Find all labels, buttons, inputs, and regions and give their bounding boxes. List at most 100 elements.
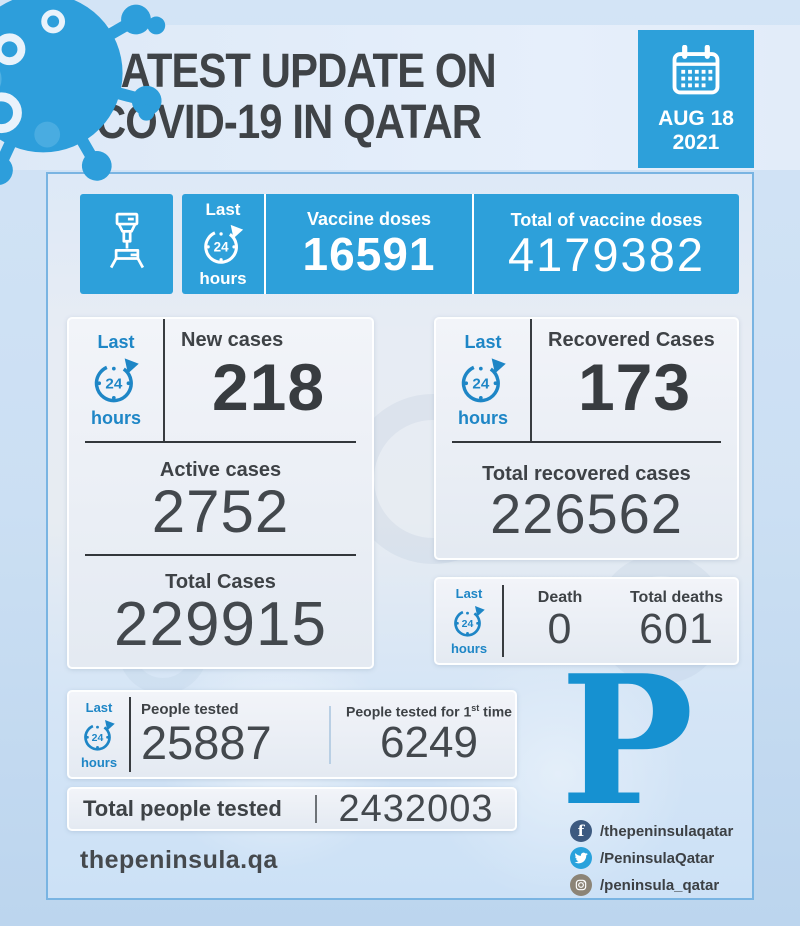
- divider: [472, 194, 474, 294]
- recovered-cases-value: 173: [577, 350, 692, 424]
- last-label: Last: [205, 200, 241, 219]
- hours-label: hours: [199, 269, 247, 288]
- vaccine-total-section: Total of vaccine doses 4179382: [474, 194, 739, 294]
- first-time-tested-value: 6249: [380, 717, 478, 767]
- svg-text:24: 24: [105, 376, 122, 393]
- vaccine-total-value: 4179382: [508, 227, 705, 281]
- website-url[interactable]: thepeninsula.qa: [80, 846, 278, 874]
- hours-label: hours: [90, 408, 141, 428]
- 24-hours-clock-icon: 24: [454, 606, 485, 637]
- vaccine-doses-section: Vaccine doses 16591: [266, 194, 472, 294]
- instagram-handle: /peninsula_qatar: [600, 876, 720, 894]
- active-cases-label: Active cases: [159, 459, 282, 481]
- calendar-icon: [672, 45, 720, 95]
- hours-label: hours: [450, 641, 488, 656]
- divider: [530, 319, 532, 441]
- svg-text:24: 24: [92, 732, 104, 744]
- recovered-cases-row: Last 24 hours Recovered Cases 173: [436, 319, 737, 441]
- date-badge: AUG 18 2021: [638, 30, 754, 168]
- active-cases-value: 2752: [151, 478, 290, 545]
- death-label: Death: [537, 589, 583, 607]
- first-time-tested-label: People tested for 1st time: [346, 703, 512, 720]
- new-cases-label: New cases: [181, 329, 284, 351]
- people-tested-card: Last 24 hours People tested 25887 People…: [67, 690, 517, 779]
- people-tested-label: People tested: [141, 701, 239, 719]
- twitter-link[interactable]: /PeninsulaQatar: [570, 847, 733, 869]
- last-label: Last: [464, 332, 502, 352]
- date-line1: AUG 18: [658, 107, 734, 130]
- divider: [502, 585, 504, 657]
- cases-card: Last 24 hours New cases 218: [67, 317, 374, 669]
- total-tested-bar: Total people tested 2432003: [67, 787, 517, 831]
- active-cases-section: Active cases 2752: [69, 443, 372, 554]
- divider: [85, 554, 356, 556]
- page-title-line1: LATEST UPDATE ON: [96, 45, 497, 98]
- hours-label: hours: [457, 408, 508, 428]
- total-recovered-value: 226562: [490, 482, 683, 545]
- people-tested-section: People tested 25887: [131, 697, 329, 772]
- twitter-icon: [570, 847, 592, 869]
- date-line2: 2021: [672, 130, 720, 154]
- syringe-icon: [109, 212, 144, 269]
- divider: [452, 441, 721, 443]
- total-cases-label: Total Cases: [165, 571, 276, 593]
- date-text: AUG 18 2021: [658, 107, 734, 154]
- instagram-icon: [570, 874, 592, 896]
- new-cases-value: 218: [211, 350, 326, 424]
- first-time-tested-section: People tested for 1st time 6249: [331, 697, 515, 772]
- last-24-hours-block: Last 24 hours: [436, 319, 530, 441]
- instagram-link[interactable]: /peninsula_qatar: [570, 874, 733, 896]
- total-tested-value: 2432003: [338, 787, 494, 830]
- facebook-handle: /thepeninsulaqatar: [600, 822, 734, 840]
- social-links: f /thepeninsulaqatar /PeninsulaQatar /pe…: [570, 820, 733, 896]
- total-cases-value: 229915: [114, 590, 327, 659]
- vaccine-syringe-tile: [80, 194, 173, 294]
- facebook-icon: f: [570, 820, 592, 842]
- facebook-link[interactable]: f /thepeninsulaqatar: [570, 820, 733, 842]
- recovered-cases-label: Recovered Cases: [548, 329, 715, 351]
- hours-label: hours: [80, 754, 118, 770]
- 24-hours-clock-icon: 24: [461, 358, 506, 403]
- total-cases-section: Total Cases 229915: [69, 556, 372, 667]
- vaccine-stats-bar: Last 24 hours Vaccine doses 16591 Total …: [182, 194, 739, 294]
- coronavirus-icon: [0, 0, 166, 186]
- total-recovered-section: Total recovered cases 226562: [436, 443, 737, 558]
- vaccine-total-label: Total of vaccine doses: [510, 209, 703, 230]
- recovered-cases-section: Recovered Cases 173: [532, 319, 737, 441]
- vaccine-doses-label: Vaccine doses: [306, 209, 432, 230]
- total-deaths-label: Total deaths: [629, 589, 724, 607]
- peninsula-logo: P: [560, 636, 694, 845]
- divider: [264, 194, 266, 294]
- total-tested-label: Total people tested: [83, 796, 282, 821]
- stats-panel: Last 24 hours Vaccine doses 16591 Total …: [46, 172, 754, 904]
- new-cases-row: Last 24 hours New cases 218: [69, 319, 372, 441]
- total-recovered-label: Total recovered cases: [482, 463, 691, 485]
- last-label: Last: [455, 586, 483, 601]
- divider: [129, 697, 131, 772]
- last-24-hours-block: Last 24 hours: [436, 585, 502, 657]
- twitter-handle: /PeninsulaQatar: [600, 849, 715, 867]
- divider: [85, 441, 356, 443]
- new-cases-section: New cases 218: [165, 319, 372, 441]
- page-title: LATEST UPDATE ON COVID-19 IN QATAR: [96, 45, 497, 148]
- divider: [329, 705, 331, 764]
- last-24-hours-block: Last 24 hours: [182, 194, 264, 294]
- total-deaths-section: Total deaths 601: [616, 585, 737, 657]
- divider: [315, 795, 317, 823]
- 24-hours-clock-icon: 24: [84, 719, 115, 751]
- last-label: Last: [85, 699, 113, 715]
- people-tested-value: 25887: [141, 716, 272, 770]
- death-value: 0: [547, 605, 573, 654]
- divider: [163, 319, 165, 441]
- recovered-card: Last 24 hours Recovered Cases 173: [434, 317, 739, 560]
- death-section: Death 0: [504, 585, 616, 657]
- total-deaths-value: 601: [639, 605, 714, 654]
- svg-text:24: 24: [472, 376, 489, 393]
- deaths-card: Last 24 hours Death 0 Total deaths 601: [434, 577, 739, 665]
- last-24-hours-block: Last 24 hours: [69, 319, 163, 441]
- vaccine-doses-value: 16591: [302, 228, 436, 281]
- svg-text:24: 24: [214, 240, 229, 255]
- last-24-hours-block: Last 24 hours: [69, 697, 129, 772]
- last-label: Last: [97, 332, 135, 352]
